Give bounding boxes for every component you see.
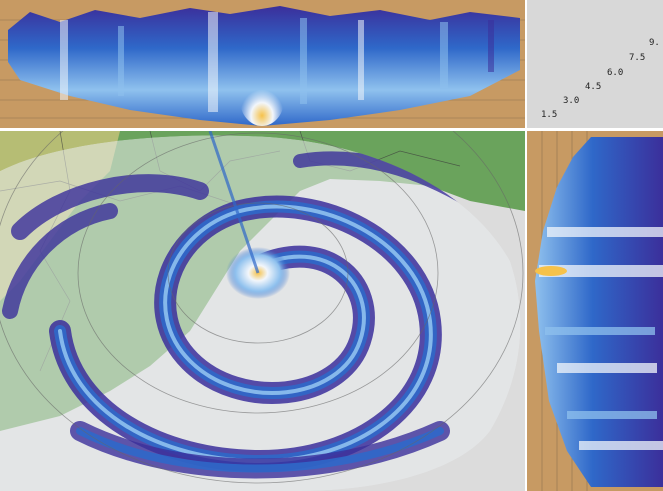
top-echo-streaks [60, 12, 494, 112]
height-key-panel: 1.5 3.0 4.5 6.0 7.5 9. [527, 0, 663, 128]
side-echo-streaks [539, 227, 663, 450]
height-label-6: 9. [649, 38, 660, 48]
top-echo-core [240, 74, 284, 126]
vertical-cross-section-top [0, 0, 525, 128]
side-echo-core [535, 266, 567, 276]
cross-section-top-graphic [0, 6, 525, 126]
vertical-separator [525, 0, 527, 491]
side-echo-body [535, 137, 663, 487]
height-label-2: 3.0 [563, 96, 580, 106]
radial-spoke [208, 131, 260, 274]
height-label-1: 1.5 [541, 110, 558, 120]
range-rings [0, 131, 524, 484]
radar-coverage [0, 135, 521, 491]
top-echo-body [8, 6, 520, 126]
ppi-radar-map [0, 131, 525, 491]
spiral-rainbands [2, 151, 477, 479]
vertical-cross-section-side [527, 131, 663, 491]
radar-map-graphic [0, 131, 525, 491]
height-label-3: 4.5 [585, 82, 602, 92]
height-label-4: 6.0 [607, 68, 624, 78]
horizontal-separator [0, 128, 663, 131]
height-label-5: 7.5 [629, 53, 646, 63]
cross-section-side-graphic [535, 131, 663, 491]
